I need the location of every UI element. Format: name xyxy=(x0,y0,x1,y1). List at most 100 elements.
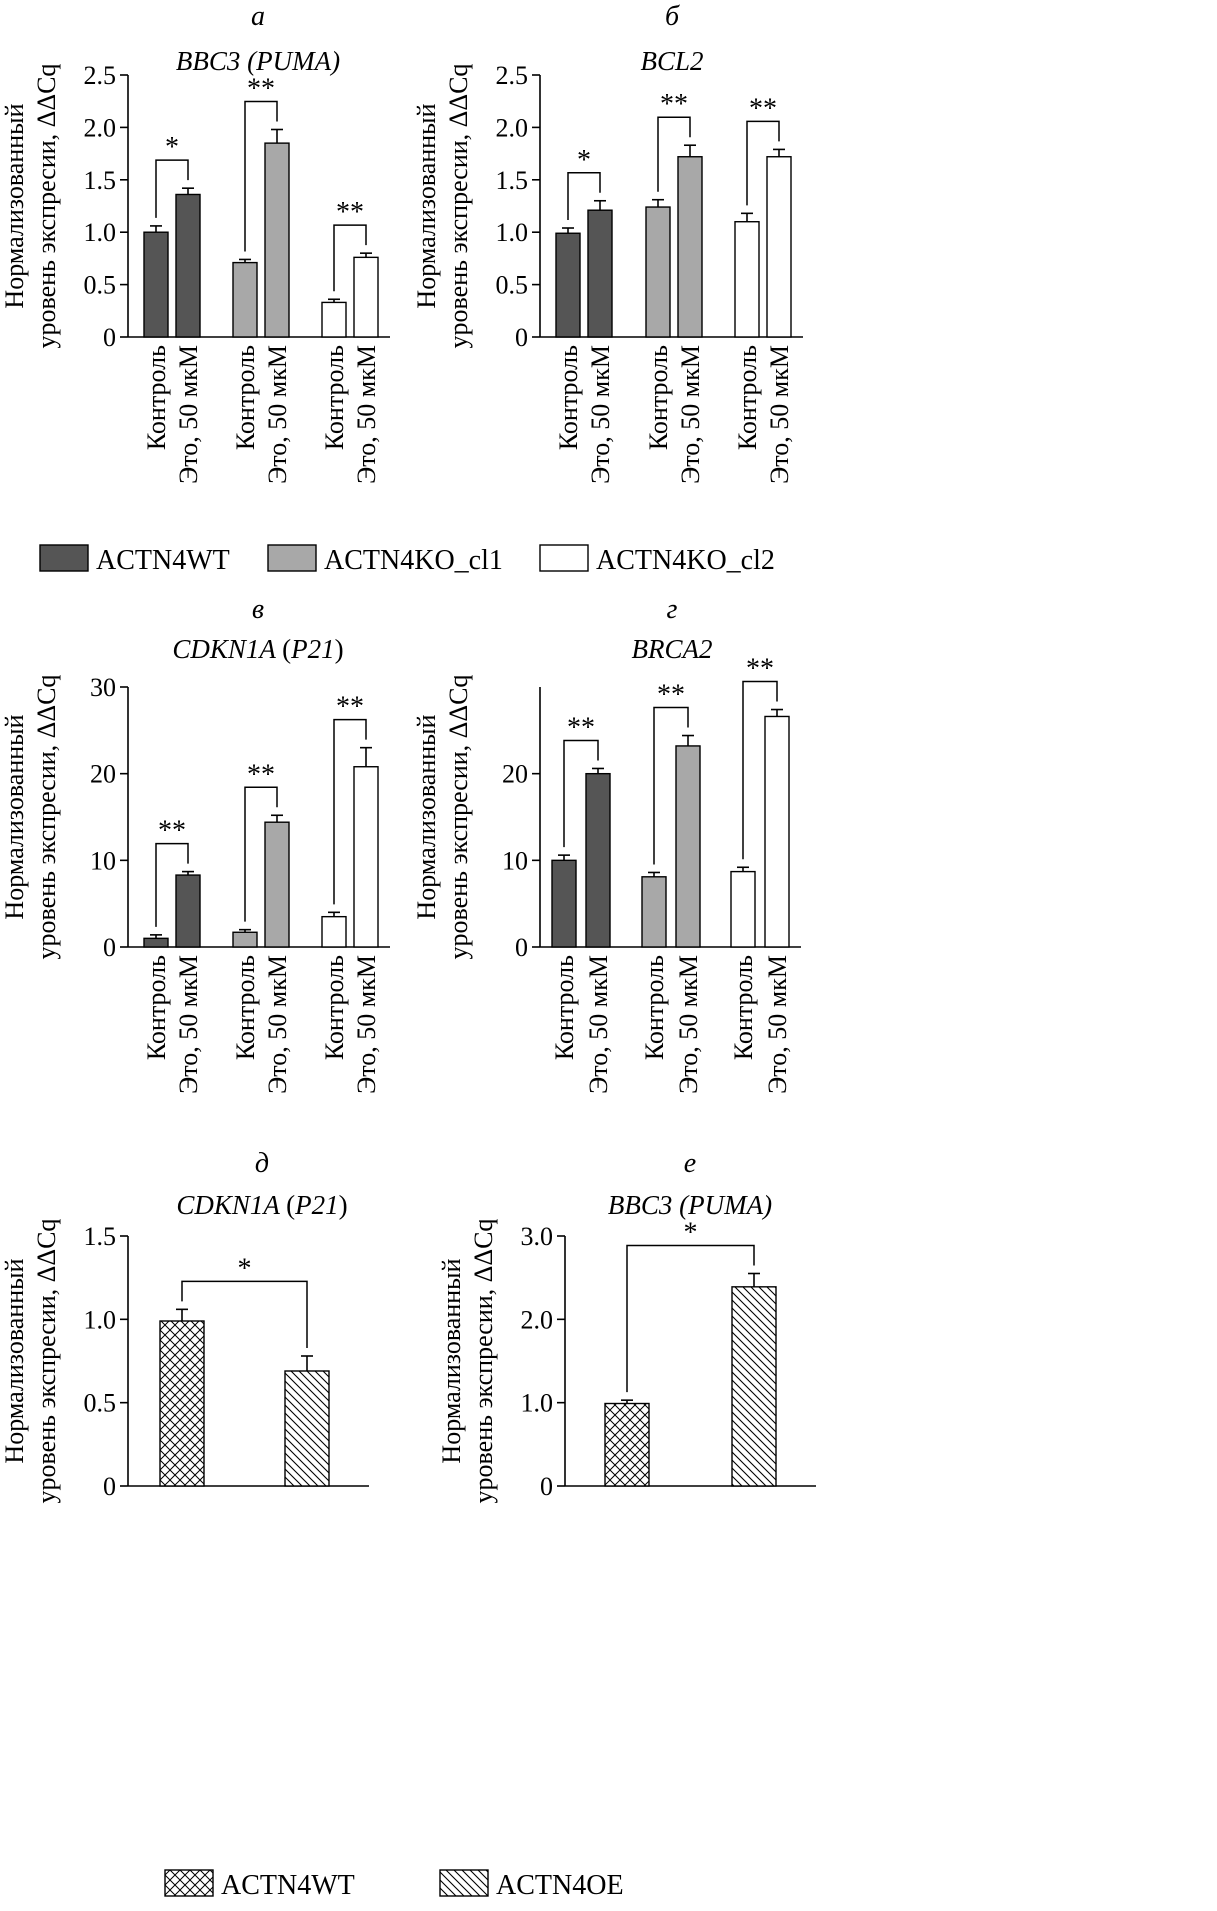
y-axis-label-line1: Нормализованный xyxy=(0,103,29,308)
bar-ACTN4OE xyxy=(284,1370,330,1487)
panel-letter: д xyxy=(255,1148,269,1179)
y-axis-label: Нормализованный уровень экспресии, ΔΔCq xyxy=(412,675,473,960)
y-axis-label-line1: Нормализованный xyxy=(0,714,29,919)
legend-label-ACTN4OE: ACTN4OE xyxy=(496,1870,624,1901)
title-alias: P21 xyxy=(290,634,335,664)
significance-bracket xyxy=(567,172,601,221)
x-tick-label: Контроль xyxy=(733,345,762,450)
y-axis-label-line1: Нормализованный xyxy=(0,1258,29,1463)
y-tick-label: 0 xyxy=(515,323,528,352)
x-tick-label: Это, 50 мкМ xyxy=(765,345,794,484)
y-axis-label-line2: уровень экспресии, ΔΔCq xyxy=(32,675,61,960)
bar-control-ACTN4WT xyxy=(551,859,577,948)
y-tick-label: 1.5 xyxy=(496,166,529,195)
bar-control-ACTN4WT xyxy=(555,232,581,338)
y-tick-label: 1.5 xyxy=(84,166,117,195)
x-tick-label: Это, 50 мкМ xyxy=(674,955,703,1094)
x-tick-label: Контроль xyxy=(231,345,260,450)
x-tick-label: Контроль xyxy=(644,345,673,450)
x-tick-label: Контроль xyxy=(142,955,171,1060)
x-tick-label: Это, 50 мкМ xyxy=(676,345,705,484)
legend-bottom: ACTN4WT ACTN4OE xyxy=(164,1869,624,1901)
bar-eto-ACTN4WT xyxy=(587,209,613,338)
bar-control-ACTN4KO_cl2 xyxy=(321,915,347,948)
y-tick-label: 2.0 xyxy=(496,113,529,142)
y-tick-label: 1.5 xyxy=(84,1222,117,1251)
chart-title: CDKN1A (P21) xyxy=(172,634,343,664)
legend-swatch-ACTN4KO_cl1 xyxy=(267,544,317,572)
bar-control-ACTN4WT xyxy=(143,231,169,338)
bar-eto-ACTN4WT xyxy=(585,772,611,948)
significance-label: * xyxy=(684,1218,698,1249)
y-axis-label-line2: уровень экспресии, ΔΔCq xyxy=(444,64,473,349)
chart-panel-4: г BRCA2 Нормализованный уровень экспресии, … xyxy=(412,594,801,1094)
legend-label-ACTN4KO_cl1: ACTN4KO_cl1 xyxy=(324,545,503,576)
legend-label-ACTN4WT: ACTN4WT xyxy=(221,1870,355,1901)
significance-bracket xyxy=(333,224,367,292)
bar-eto-ACTN4KO_cl1 xyxy=(264,821,290,948)
y-tick-label: 0 xyxy=(540,1472,553,1501)
x-tick-label: Это, 50 мкМ xyxy=(763,955,792,1094)
chart-title: BCL2 xyxy=(640,46,703,76)
y-tick-label: 10 xyxy=(502,846,528,875)
y-axis-label: Нормализованный уровень экспресии, ΔΔCq xyxy=(0,675,61,960)
significance-label: ** xyxy=(336,692,364,723)
x-tick-label: Контроль xyxy=(550,955,579,1060)
bar-eto-ACTN4KO_cl1 xyxy=(264,142,290,338)
x-tick-label: Контроль xyxy=(554,345,583,450)
significance-bracket xyxy=(742,680,778,860)
x-tick-label: Контроль xyxy=(729,955,758,1060)
significance-bracket xyxy=(746,120,780,206)
y-axis-label: Нормализованный уровень экспресии, ΔΔCq xyxy=(412,64,473,349)
significance-label: ** xyxy=(660,89,688,120)
y-axis-label-line1: Нормализованный xyxy=(412,714,441,919)
title-paren: ) xyxy=(339,1190,348,1220)
title-paren: ( xyxy=(286,1190,295,1220)
significance-bracket xyxy=(244,100,278,252)
significance-label: ** xyxy=(247,73,275,104)
legend-label-ACTN4KO_cl2: ACTN4KO_cl2 xyxy=(596,545,775,576)
chart-panel-6: е BBC3 (PUMA) Нормализованный уровень экспр… xyxy=(437,1148,816,1503)
significance-label: ** xyxy=(567,712,595,743)
bar-ACTN4WT xyxy=(604,1402,650,1487)
y-tick-label: 0.5 xyxy=(84,271,117,300)
title-paren: ) xyxy=(335,634,344,664)
chart-title: CDKN1A (P21) xyxy=(176,1190,347,1220)
y-tick-label: 2.0 xyxy=(521,1305,554,1334)
x-tick-label: Контроль xyxy=(320,345,349,450)
bar-eto-ACTN4KO_cl1 xyxy=(675,745,701,948)
y-tick-label: 2.0 xyxy=(84,113,117,142)
bar-eto-ACTN4KO_cl1 xyxy=(677,156,703,338)
y-tick-label: 10 xyxy=(90,846,116,875)
bar-ACTN4OE xyxy=(731,1286,777,1487)
bar-control-ACTN4KO_cl2 xyxy=(321,301,347,338)
y-tick-label: 1.0 xyxy=(84,218,117,247)
y-axis-label-line2: уровень экспресии, ΔΔCq xyxy=(469,1219,498,1504)
panel-letter: а xyxy=(251,1,265,32)
y-tick-label: 30 xyxy=(90,673,116,702)
significance-bracket xyxy=(155,159,189,218)
y-tick-label: 0 xyxy=(515,933,528,962)
bar-control-ACTN4KO_cl2 xyxy=(730,870,756,948)
panel-letter: г xyxy=(667,594,678,625)
x-tick-label: Это, 50 мкМ xyxy=(263,345,292,484)
x-tick-label: Контроль xyxy=(142,345,171,450)
significance-bracket xyxy=(333,718,367,905)
bar-control-ACTN4KO_cl1 xyxy=(641,876,667,948)
x-tick-label: Это, 50 мкМ xyxy=(584,955,613,1094)
bar-eto-ACTN4WT xyxy=(175,874,201,948)
panel-letter: е xyxy=(684,1148,696,1179)
significance-bracket xyxy=(244,786,278,922)
chart-panel-1: а BBC3 (PUMA) Нормализованный уровень экспр… xyxy=(0,1,390,484)
significance-bracket xyxy=(626,1244,755,1393)
significance-label: ** xyxy=(657,680,685,711)
y-tick-label: 0 xyxy=(103,933,116,962)
y-tick-label: 2.5 xyxy=(496,61,529,90)
legend-swatch-ACTN4WT xyxy=(39,544,89,572)
significance-label: ** xyxy=(746,654,774,685)
x-tick-label: Это, 50 мкМ xyxy=(174,955,203,1094)
y-axis-label-line2: уровень экспресии, ΔΔCq xyxy=(444,675,473,960)
title-gene: CDKN1A xyxy=(172,634,282,664)
y-tick-label: 20 xyxy=(502,760,528,789)
